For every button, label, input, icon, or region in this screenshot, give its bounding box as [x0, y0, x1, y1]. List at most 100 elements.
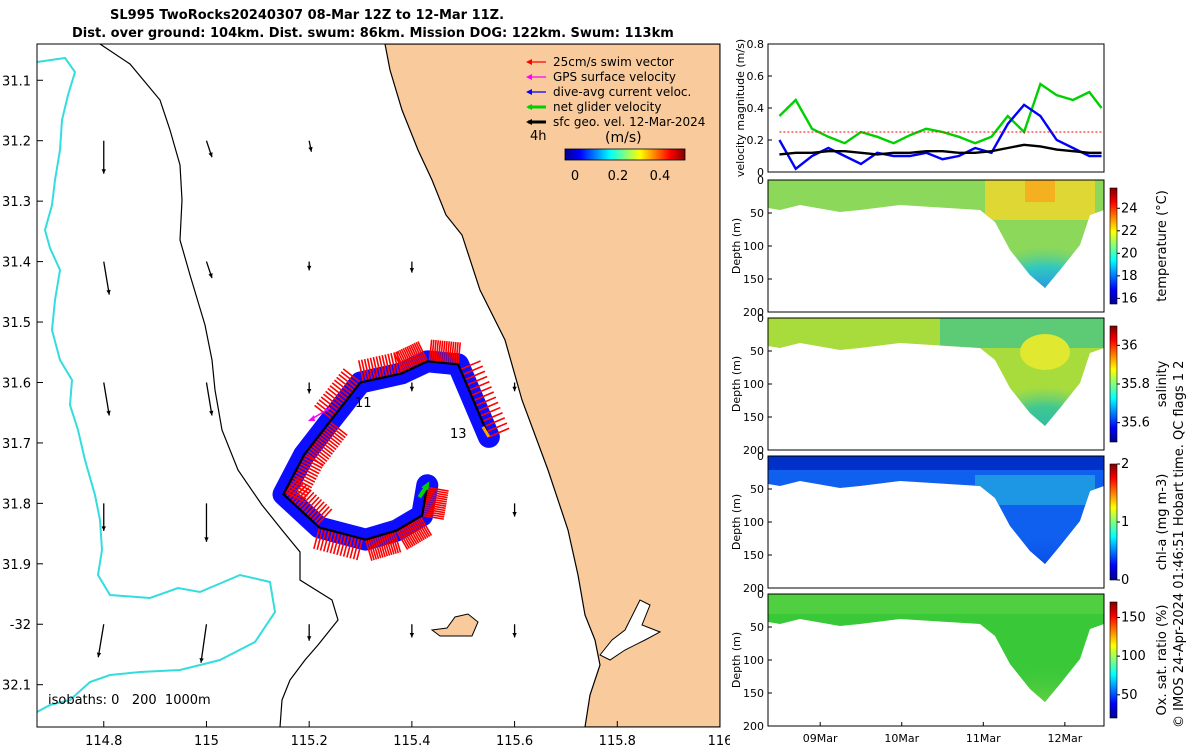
swim-vector [329, 385, 348, 400]
swim-vector [378, 355, 385, 378]
swim-vector [313, 506, 330, 524]
swim-vector [446, 341, 451, 364]
legend-swatch-head [526, 89, 532, 95]
isobath-label: isobaths: 0 200 1000m [48, 693, 211, 708]
oxygen-panel [767, 593, 1105, 727]
swim-vector [486, 422, 508, 433]
legend-swatch-head [526, 119, 532, 125]
depth-tick-label: 100 [743, 654, 764, 667]
depth-tick-label: 100 [743, 240, 764, 253]
swim-vector [367, 538, 375, 561]
swim-vector [323, 529, 331, 552]
swim-vector [336, 533, 344, 556]
speed-colorbar [564, 148, 686, 161]
depth-tick-label: 0 [757, 588, 764, 601]
velocity-y-axis-label: velocity magnitude (m/s) [734, 39, 747, 177]
land-area [384, 44, 720, 727]
swim-vector [423, 508, 446, 514]
map-x-tick-label: 115 [194, 734, 219, 749]
map-y-tick-label: -32 [10, 618, 31, 633]
swim-vector [316, 528, 324, 550]
current-vector [205, 382, 213, 416]
gps-velocity-head [308, 415, 315, 421]
legend-item-label: sfc geo. vel. 12-Mar-2024 [553, 115, 705, 129]
legend-swatch-head [526, 104, 532, 110]
swim-vector [426, 490, 449, 497]
swim-vector [327, 387, 346, 403]
credit-line: © IMOS 24-Apr-2024 01:46:51 Hobart time.… [1172, 360, 1187, 728]
swim-vector [320, 396, 340, 412]
day-label-11: 11 [355, 396, 372, 411]
depth-tick-label: 200 [743, 582, 764, 595]
map-y-tick-label: 31.8 [2, 497, 31, 512]
swim-vector [356, 538, 364, 561]
swim-vector [300, 494, 317, 512]
swim-vector [288, 482, 305, 500]
swim-vector [399, 527, 412, 548]
swim-vector [400, 348, 412, 370]
swim-vector [364, 539, 373, 561]
heatmap-colorbar [1109, 325, 1118, 443]
swim-vector [319, 529, 327, 551]
swim-vector [466, 375, 488, 386]
track-line [282, 360, 490, 541]
swim-vector [372, 356, 379, 379]
current-vector-head [409, 268, 415, 273]
swim-vector [479, 406, 501, 417]
rottnest-island [430, 613, 479, 637]
map-x-tick-label: 115.8 [599, 734, 636, 749]
swim-vector [426, 486, 449, 492]
swim-vector [307, 449, 326, 465]
time-tick-label: 10Mar [884, 732, 919, 745]
map-y-tick-label: 31.7 [2, 437, 31, 452]
map-x-tick-label: 115.4 [393, 734, 430, 749]
current-vector-head [409, 632, 415, 638]
current-vector-head [409, 386, 415, 392]
current-vector-head [106, 410, 111, 416]
current-vector-head [101, 526, 106, 531]
map-frame [36, 43, 721, 728]
swim-vector [409, 344, 421, 366]
swim-vector [413, 342, 425, 364]
swim-vector [318, 399, 337, 414]
swim-vector [323, 428, 343, 443]
swim-vector [477, 401, 499, 412]
swim-vector [300, 459, 321, 472]
swim-vector [415, 341, 427, 363]
figure-title-line1: SL995 TwoRocks20240307 08-Mar 12Z to 12-… [110, 8, 505, 23]
swim-vector [444, 341, 448, 364]
swim-vector [322, 393, 342, 409]
depth-tick-label: 0 [757, 174, 764, 187]
legend-swatch-head [526, 74, 532, 80]
swim-vector [422, 512, 445, 518]
salinity-salty-core [1020, 334, 1070, 370]
swim-vector [302, 457, 323, 469]
depth-axis-label: Depth (m) [730, 494, 743, 550]
map-x-tick-label: 116 [708, 734, 730, 749]
current-vector-head [96, 652, 102, 658]
day-label-13: 13 [450, 427, 467, 442]
colorbar-tick-label: 16 [1121, 291, 1138, 306]
swim-vector [320, 433, 339, 448]
swim-vector [459, 360, 481, 371]
colorbar-tick-label: 35.6 [1121, 416, 1150, 431]
track-map[interactable]: 11 13 114.8 115 115.2 115.4 115.6 115.8 116 31.… [0, 0, 730, 750]
swim-vector [389, 532, 397, 554]
swim-vector [303, 496, 320, 514]
depth-tick-label: 200 [743, 306, 764, 319]
heatmap-colorbar [1109, 463, 1118, 581]
swim-vector [357, 360, 365, 383]
swim-vector [303, 454, 324, 466]
swim-vector [396, 351, 403, 374]
map-y-tick-label: 31.2 [2, 135, 31, 150]
swim-vector [423, 506, 446, 512]
colorbar-tick-label: 1 [1121, 515, 1129, 530]
swim-vector [428, 339, 433, 362]
current-vector [103, 261, 110, 295]
swim-vector [314, 440, 333, 455]
colorbar-tick-label: 18 [1121, 269, 1138, 284]
swim-vector [414, 519, 427, 540]
swim-vector [293, 473, 314, 486]
map-y-tick-label: 31.5 [2, 316, 31, 331]
